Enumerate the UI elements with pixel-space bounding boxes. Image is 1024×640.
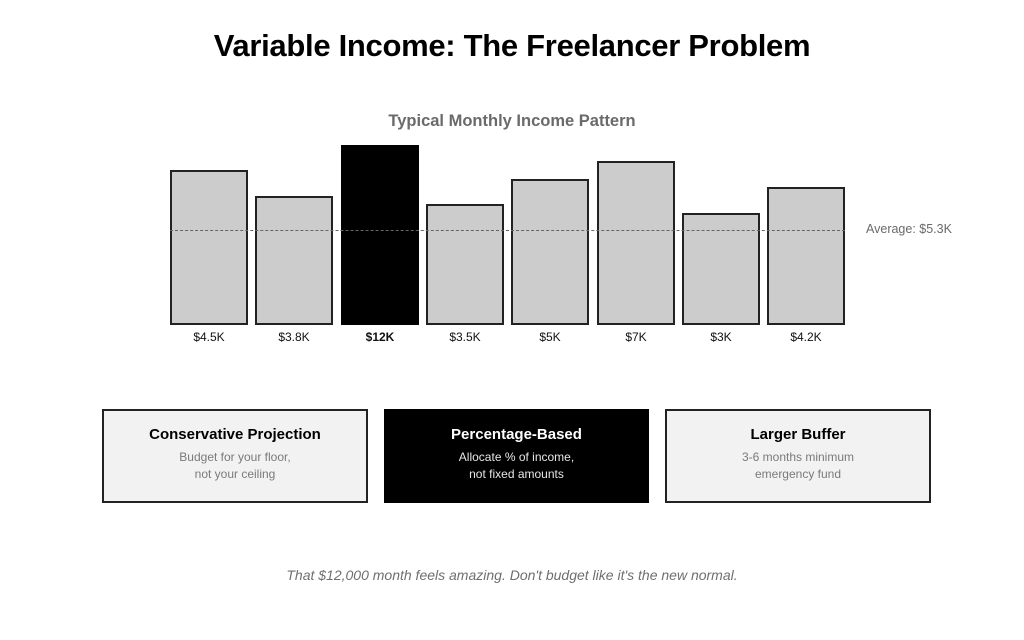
income-bar-chart: Typical Monthly Income Pattern Average: … — [170, 112, 952, 344]
card-description: 3-6 months minimum emergency fund — [667, 449, 929, 483]
card-desc-line: 3-6 months minimum — [741, 450, 855, 464]
bar-value-label: $3K — [710, 330, 732, 344]
card-desc-line: emergency fund — [754, 467, 842, 481]
footnote: That $12,000 month feels amazing. Don't … — [286, 567, 738, 583]
bar-value-label: $5K — [539, 330, 561, 344]
card-title: Conservative Projection — [149, 426, 321, 443]
card-title: Larger Buffer — [750, 426, 846, 443]
card-title: Percentage-Based — [451, 426, 582, 443]
card-desc-line: Allocate % of income, — [458, 450, 575, 464]
bar-month-3-highlighted — [341, 145, 419, 325]
card-desc-line: Budget for your floor, — [179, 450, 291, 464]
bar-month-6 — [597, 161, 675, 325]
bar-value-label: $4.2K — [790, 330, 822, 344]
average-label: Average: $5.3K — [866, 222, 952, 236]
card-larger-buffer: Larger Buffer 3-6 months minimum emergen… — [665, 409, 931, 503]
bar-month-7 — [682, 213, 760, 325]
bar-month-8 — [767, 187, 845, 325]
bar-month-4 — [426, 204, 504, 325]
card-percentage-based: Percentage-Based Allocate % of income, n… — [384, 409, 649, 503]
average-line — [170, 230, 845, 231]
bar-value-label: $3.8K — [278, 330, 310, 344]
page-title: Variable Income: The Freelancer Problem — [213, 28, 811, 63]
bar-month-1 — [170, 170, 248, 325]
bar-month-2 — [255, 196, 333, 325]
bar-value-label: $3.5K — [449, 330, 481, 344]
card-desc-line: not fixed amounts — [469, 467, 564, 481]
bar-month-5 — [511, 179, 589, 325]
bar-value-label: $7K — [625, 330, 647, 344]
bar-value-label: $4.5K — [193, 330, 225, 344]
card-description: Budget for your floor, not your ceiling — [104, 449, 366, 483]
bar-value-label-highlighted: $12K — [365, 330, 395, 344]
card-desc-line: not your ceiling — [194, 467, 276, 481]
chart-title: Typical Monthly Income Pattern — [388, 112, 636, 130]
card-description: Allocate % of income, not fixed amounts — [386, 449, 647, 483]
card-conservative-projection: Conservative Projection Budget for your … — [102, 409, 368, 503]
